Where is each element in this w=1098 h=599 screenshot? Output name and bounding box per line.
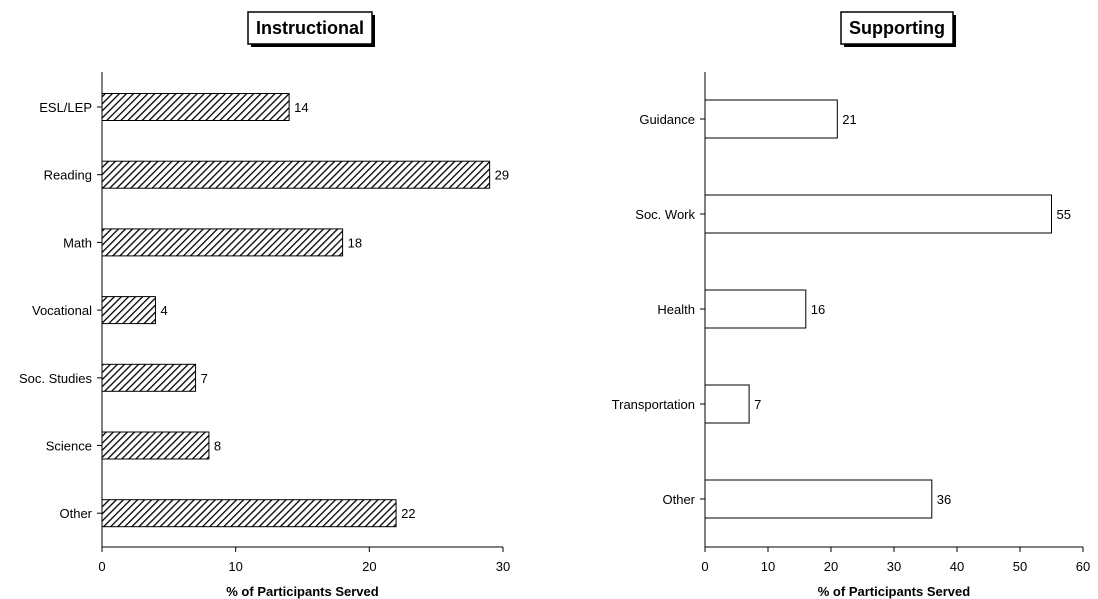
- instructional-bar-vocational: [101, 296, 156, 325]
- supporting-chart: Supporting 0 10 20 30 40 50 60 % of Participants…: [612, 11, 1090, 599]
- supporting-value-label: 21: [842, 112, 856, 127]
- instructional-category-label: Reading: [44, 168, 92, 183]
- supporting-chart-title: Supporting: [849, 18, 945, 38]
- supporting-x-axis-label: % of Participants Served: [818, 584, 970, 599]
- supporting-bar-soc-work: [704, 194, 1052, 234]
- supporting-x-tick-label: 30: [887, 559, 901, 574]
- instructional-bar-esl-lep: [101, 93, 290, 121]
- instructional-value-label: 8: [214, 439, 221, 454]
- instructional-value-label: 7: [201, 371, 208, 386]
- supporting-value-label: 55: [1057, 207, 1071, 222]
- instructional-x-tick-label: 10: [228, 559, 242, 574]
- instructional-bar-science: [101, 431, 210, 460]
- supporting-x-tick-label: 50: [1013, 559, 1027, 574]
- instructional-category-label: Science: [46, 439, 92, 454]
- supporting-x-tick-label: 40: [950, 559, 964, 574]
- supporting-bar-health: [704, 289, 807, 329]
- supporting-category-label: Guidance: [639, 112, 695, 127]
- instructional-value-label: 22: [401, 506, 415, 521]
- supporting-x-tick-label: 0: [701, 559, 708, 574]
- supporting-x-tick-label: 10: [761, 559, 775, 574]
- supporting-x-tick-label: 60: [1076, 559, 1090, 574]
- instructional-bar-soc-studies: [101, 363, 197, 392]
- supporting-value-label: 7: [754, 397, 761, 412]
- supporting-category-label: Transportation: [612, 397, 695, 412]
- instructional-category-label: Vocational: [32, 303, 92, 318]
- instructional-value-label: 29: [495, 168, 509, 183]
- supporting-value-label: 16: [811, 302, 825, 317]
- instructional-category-label: Math: [63, 235, 92, 250]
- instructional-bar-math: [101, 228, 344, 257]
- instructional-category-label: ESL/LEP: [39, 100, 92, 115]
- supporting-bar-guidance: [704, 99, 838, 139]
- instructional-chart-title: Instructional: [256, 18, 364, 38]
- supporting-category-label: Soc. Work: [635, 207, 695, 222]
- supporting-category-label: Health: [657, 302, 695, 317]
- instructional-value-label: 14: [294, 100, 308, 115]
- instructional-x-axis-label: % of Participants Served: [226, 584, 378, 599]
- supporting-category-label: Other: [662, 492, 695, 507]
- instructional-category-label: Soc. Studies: [19, 371, 92, 386]
- instructional-chart: Instructional 0 10 20 30 % of Participants Se…: [19, 11, 510, 599]
- supporting-title-box: [840, 11, 954, 45]
- supporting-bar-other: [704, 479, 933, 519]
- supporting-bar-transportation: [704, 384, 750, 424]
- instructional-category-label: Other: [59, 506, 92, 521]
- instructional-x-tick-label: 30: [496, 559, 510, 574]
- instructional-title-box: [247, 11, 373, 45]
- instructional-bar-reading: [101, 160, 491, 189]
- instructional-x-tick-label: 20: [362, 559, 376, 574]
- instructional-bar-other: [101, 499, 397, 528]
- instructional-value-label: 18: [348, 235, 362, 250]
- supporting-value-label: 36: [937, 492, 951, 507]
- supporting-x-tick-label: 20: [824, 559, 838, 574]
- instructional-value-label: 4: [160, 303, 167, 318]
- instructional-x-tick-label: 0: [98, 559, 105, 574]
